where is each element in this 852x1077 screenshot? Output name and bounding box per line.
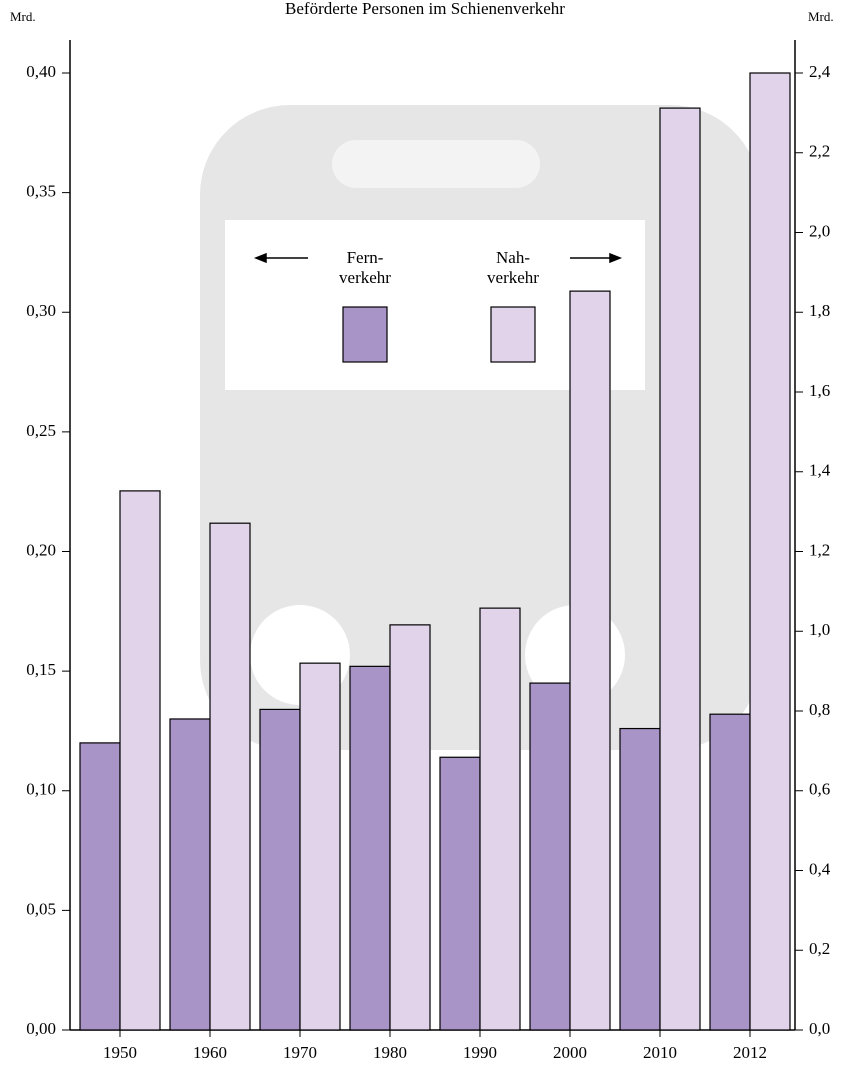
x-tick-label: 1970 [283,1043,317,1062]
bar [619,727,661,1031]
y2-tick-label: 1,2 [809,540,830,559]
y2-tick-label: 1,0 [809,620,830,639]
y-tick-label: 0,40 [26,62,56,81]
y-axis-label: Mrd. [10,9,36,24]
y2-tick-label: 1,6 [809,381,830,400]
y2-tick-label: 1,4 [809,461,831,480]
y-tick-label: 0,35 [26,182,56,201]
y2-tick-label: 2,2 [809,142,830,161]
bar [389,624,431,1031]
bar [259,708,301,1031]
bar [439,756,481,1031]
legend-swatch [490,306,536,363]
y-tick-label: 0,20 [26,540,56,559]
y-tick-label: 0,15 [26,660,56,679]
bar [479,607,521,1031]
bar [299,662,341,1031]
legend-label: Nah- verkehr [487,248,539,287]
y-tick-label: 0,10 [26,780,56,799]
bar [749,72,791,1031]
y2-axis-label: Mrd. [808,9,834,24]
y-tick-label: 0,25 [26,421,56,440]
x-tick-label: 2000 [553,1043,587,1062]
y2-tick-label: 0,6 [809,780,830,799]
bar [169,718,211,1031]
y2-tick-label: 0,0 [809,1019,830,1038]
legend-label: Fern- verkehr [339,248,391,287]
bar [709,713,751,1031]
y-tick-label: 0,30 [26,301,56,320]
y2-tick-label: 0,8 [809,700,830,719]
y2-tick-label: 0,4 [809,859,831,878]
y2-tick-label: 2,0 [809,221,830,240]
bar [349,665,391,1031]
bar [119,490,161,1031]
x-tick-label: 1980 [373,1043,407,1062]
legend-swatch [342,306,388,363]
chart-title: Beförderte Personen im Schienenverkehr [285,0,565,18]
x-tick-label: 1950 [103,1043,137,1062]
y2-tick-label: 2,4 [809,62,831,81]
bar [79,742,121,1031]
x-tick-label: 1960 [193,1043,227,1062]
bar [569,290,611,1031]
y2-tick-label: 1,8 [809,301,830,320]
y-tick-label: 0,05 [26,899,56,918]
y-tick-label: 0,00 [26,1019,56,1038]
bar [209,522,251,1031]
x-tick-label: 2012 [733,1043,767,1062]
bar [659,107,701,1031]
y2-tick-label: 0,2 [809,939,830,958]
x-tick-label: 1990 [463,1043,497,1062]
x-tick-label: 2010 [643,1043,677,1062]
legend-arrows [253,252,623,264]
bar [529,682,571,1031]
